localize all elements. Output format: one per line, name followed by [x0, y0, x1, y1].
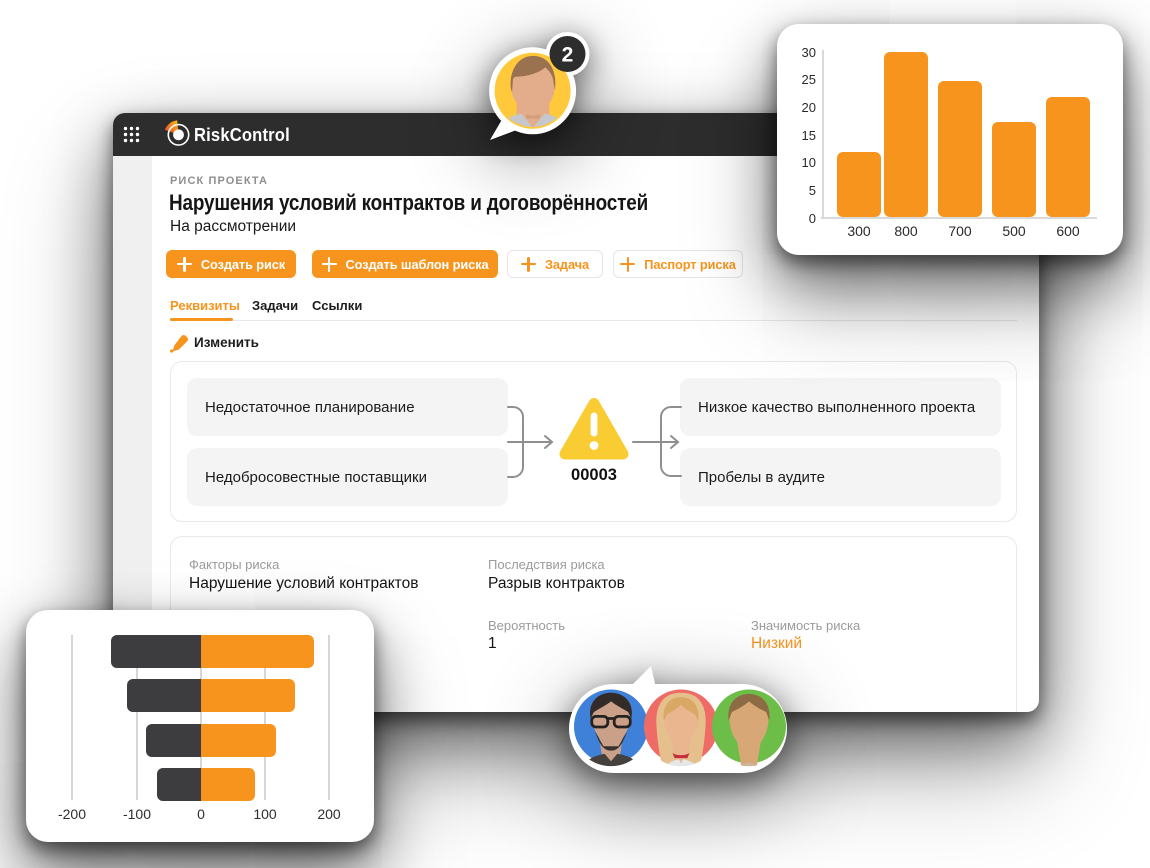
- svg-text:2: 2: [562, 44, 574, 67]
